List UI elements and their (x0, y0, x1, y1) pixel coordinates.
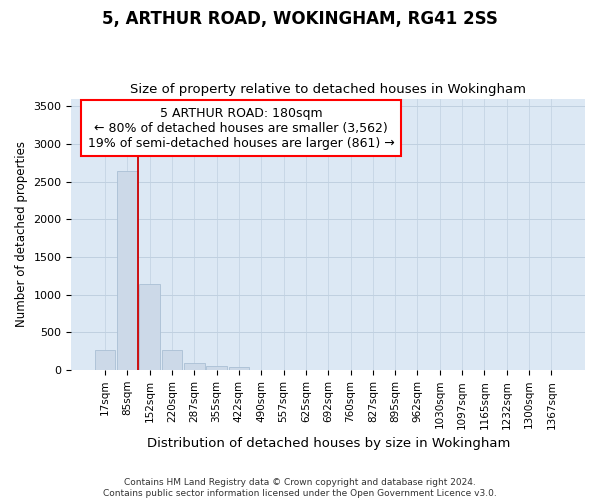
Bar (139, 284, 160, 370)
Text: 5 ARTHUR ROAD: 180sqm
← 80% of detached houses are smaller (3,562)
19% of semi-d: 5 ARTHUR ROAD: 180sqm ← 80% of detached … (88, 106, 394, 150)
Bar (95, 350, 115, 370)
Text: 5, ARTHUR ROAD, WOKINGHAM, RG41 2SS: 5, ARTHUR ROAD, WOKINGHAM, RG41 2SS (102, 10, 498, 28)
Bar (184, 363, 205, 370)
Title: Size of property relative to detached houses in Wokingham: Size of property relative to detached ho… (130, 83, 526, 96)
Bar (206, 366, 227, 370)
Y-axis label: Number of detached properties: Number of detached properties (15, 142, 28, 328)
Bar (229, 367, 249, 370)
Bar (117, 171, 137, 370)
Text: Contains HM Land Registry data © Crown copyright and database right 2024.
Contai: Contains HM Land Registry data © Crown c… (103, 478, 497, 498)
Bar (162, 350, 182, 370)
X-axis label: Distribution of detached houses by size in Wokingham: Distribution of detached houses by size … (146, 437, 510, 450)
